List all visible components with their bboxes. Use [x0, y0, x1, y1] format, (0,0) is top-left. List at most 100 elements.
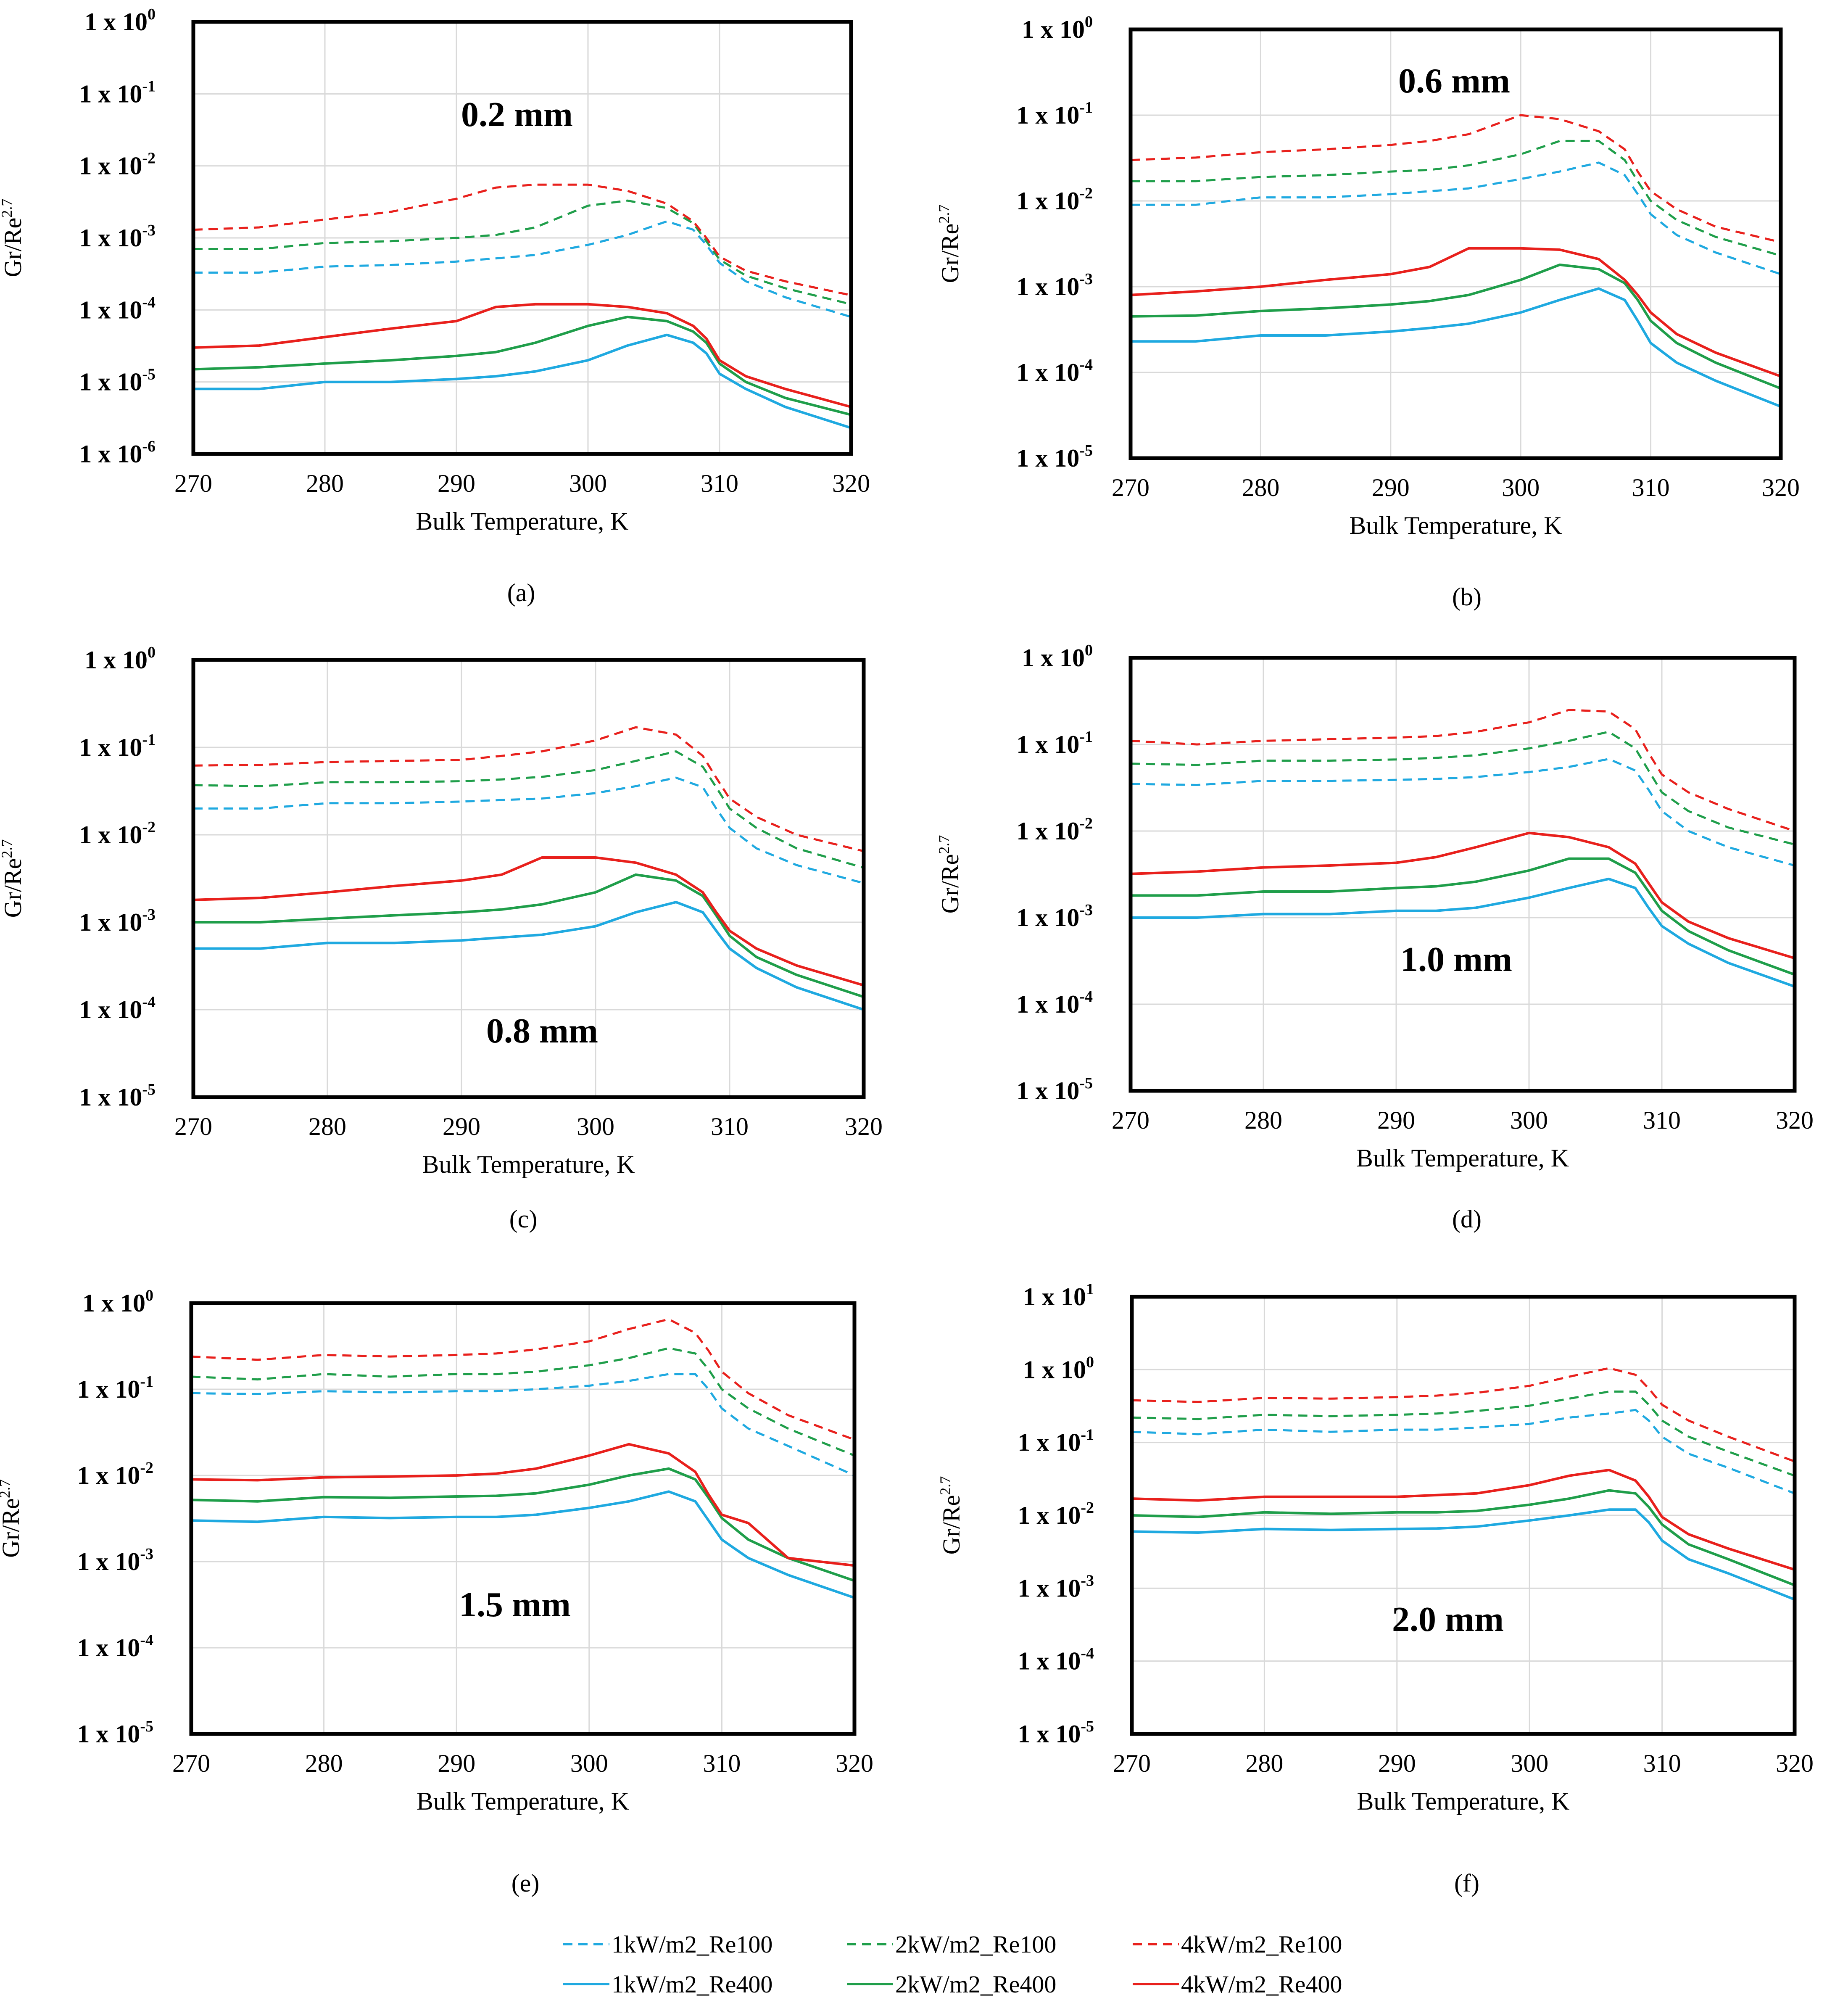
y-axis-title: Gr/Re2.7	[0, 199, 26, 277]
panel-label: (f)	[1454, 1869, 1479, 1897]
x-axis-title: Bulk Temperature, K	[417, 1787, 629, 1815]
y-tick-label: 1 x 10-1	[1016, 99, 1093, 129]
x-tick-label: 290	[443, 1113, 480, 1140]
y-tick-label: 1 x 10-3	[1018, 1572, 1094, 1602]
y-tick-label: 1 x 10-5	[77, 1718, 153, 1748]
series-line-s3	[191, 1318, 855, 1441]
series-line-s3	[1131, 1367, 1795, 1463]
plot-frame	[1128, 656, 1797, 1093]
y-tick-label: 1 x 100	[84, 5, 156, 36]
y-tick-label: 1 x 10-5	[1016, 442, 1093, 472]
y-tick-label: 1 x 10-5	[79, 366, 156, 396]
y-tick-label: 1 x 10-2	[79, 818, 156, 849]
x-axis-title: Bulk Temperature, K	[1356, 1144, 1569, 1172]
y-tick-label: 1 x 10-4	[79, 293, 156, 324]
y-tick-label: 1 x 10-3	[1016, 901, 1093, 931]
x-axis-title: Bulk Temperature, K	[1349, 512, 1562, 539]
legend-label-s4: 1kW/m2_Re400	[612, 1971, 772, 1998]
x-tick-label: 280	[1244, 1106, 1282, 1134]
legend-label-s1: 1kW/m2_Re100	[612, 1931, 772, 1958]
x-tick-label: 320	[836, 1749, 873, 1777]
legend-label-s3: 4kW/m2_Re100	[1181, 1931, 1342, 1958]
plot-frame	[191, 658, 866, 1099]
y-tick-label: 1 x 10-3	[79, 906, 156, 936]
x-tick-label: 300	[1502, 474, 1540, 501]
series-line-s6	[1130, 831, 1795, 960]
legend: 1kW/m2_Re100 2kW/m2_Re100 4kW/m2_Re100 1kW/…	[563, 1931, 1342, 1998]
y-tick-label: 1 x 10-3	[1016, 270, 1093, 301]
y-tick-label: 1 x 100	[82, 1287, 153, 1317]
y-tick-label: 1 x 10-1	[1016, 728, 1093, 758]
y-tick-label: 1 x 10-4	[1016, 356, 1093, 386]
x-tick-label: 300	[569, 470, 607, 497]
x-tick-label: 270	[1113, 1749, 1151, 1777]
plot-frame	[191, 20, 853, 456]
y-tick-label: 1 x 100	[84, 644, 156, 674]
y-tick-label: 1 x 10-2	[77, 1459, 153, 1489]
y-tick-label: 1 x 10-2	[79, 150, 156, 180]
x-tick-label: 270	[1112, 1106, 1149, 1134]
y-tick-label: 1 x 10-4	[1018, 1645, 1094, 1675]
series-line-s2	[1131, 1391, 1795, 1477]
panel-label: (a)	[507, 579, 535, 607]
x-tick-label: 290	[1378, 1749, 1416, 1777]
legend-label-s2: 2kW/m2_Re100	[895, 1931, 1056, 1958]
diameter-annotation: 0.2 mm	[461, 95, 573, 134]
legend-label-s5: 2kW/m2_Re400	[895, 1971, 1056, 1998]
series-line-s3	[1130, 709, 1795, 832]
chart-panel-3: 1 x 100 1 x 10-1 1 x 10-2 1 x 10-3 1 x 10-4 1…	[0, 644, 883, 1233]
series-line-s5	[193, 315, 852, 416]
diameter-annotation: 1.5 mm	[459, 1585, 571, 1624]
series-line-s2	[193, 199, 852, 306]
x-tick-label: 290	[1377, 1106, 1415, 1134]
y-tick-label: 1 x 10-4	[79, 993, 156, 1024]
chart-panel-5: 1 x 100 1 x 10-1 1 x 10-2 1 x 10-3 1 x 10-4 1…	[0, 1287, 873, 1897]
x-tick-label: 270	[172, 1749, 210, 1777]
series-line-s5	[1130, 263, 1782, 390]
y-tick-label: 1 x 10-4	[1016, 988, 1093, 1018]
series-line-s4	[1131, 877, 1795, 988]
y-tick-label: 1 x 10-4	[77, 1631, 153, 1662]
panel-label: (c)	[509, 1205, 538, 1233]
x-tick-label: 310	[1632, 474, 1670, 501]
plot-frame	[189, 1301, 857, 1736]
x-tick-label: 320	[832, 470, 870, 497]
series-line-s1	[191, 1373, 855, 1477]
series-line-s5	[1131, 857, 1795, 976]
x-tick-label: 310	[1643, 1749, 1681, 1777]
y-tick-label: 1 x 101	[1023, 1280, 1094, 1311]
panel-label: (b)	[1452, 583, 1482, 611]
x-tick-label: 300	[570, 1749, 608, 1777]
series-line-s1	[193, 776, 864, 884]
x-tick-label: 310	[711, 1113, 749, 1140]
y-axis-title: Gr/Re2.7	[936, 205, 964, 283]
x-tick-label: 300	[577, 1113, 614, 1140]
series-line-s4	[1131, 1508, 1795, 1601]
chart-panel-6: 1 x 101 1 x 100 1 x 10-1 1 x 10-2 1 x 10-3 1 …	[937, 1280, 1814, 1897]
x-tick-label: 320	[1762, 474, 1800, 501]
plot-frame	[1130, 1295, 1797, 1736]
x-tick-label: 290	[438, 1749, 475, 1777]
series-line-s4	[193, 901, 864, 1011]
x-tick-label: 290	[438, 470, 475, 497]
y-axis-title: Gr/Re2.7	[936, 835, 964, 914]
series-line-s2	[193, 750, 864, 869]
diameter-annotation: 1.0 mm	[1400, 940, 1512, 979]
x-axis-title: Bulk Temperature, K	[1357, 1787, 1569, 1815]
series-line-s4	[1131, 287, 1782, 408]
series-line-s2	[1130, 731, 1795, 846]
x-axis-title: Bulk Temperature, K	[416, 507, 628, 535]
y-axis-title: Gr/Re2.7	[937, 1476, 965, 1555]
x-tick-label: 320	[845, 1113, 883, 1140]
x-tick-label: 280	[1242, 474, 1279, 501]
y-tick-label: 1 x 10-1	[79, 731, 156, 761]
y-tick-label: 1 x 100	[1022, 13, 1093, 43]
series-line-s4	[191, 1490, 855, 1599]
series-line-s6	[191, 1443, 855, 1567]
series-line-s5	[1131, 1489, 1795, 1586]
x-tick-label: 320	[1776, 1749, 1814, 1777]
x-tick-label: 270	[174, 470, 212, 497]
diameter-annotation: 2.0 mm	[1392, 1600, 1504, 1639]
x-tick-label: 280	[1245, 1749, 1283, 1777]
x-tick-label: 310	[703, 1749, 741, 1777]
